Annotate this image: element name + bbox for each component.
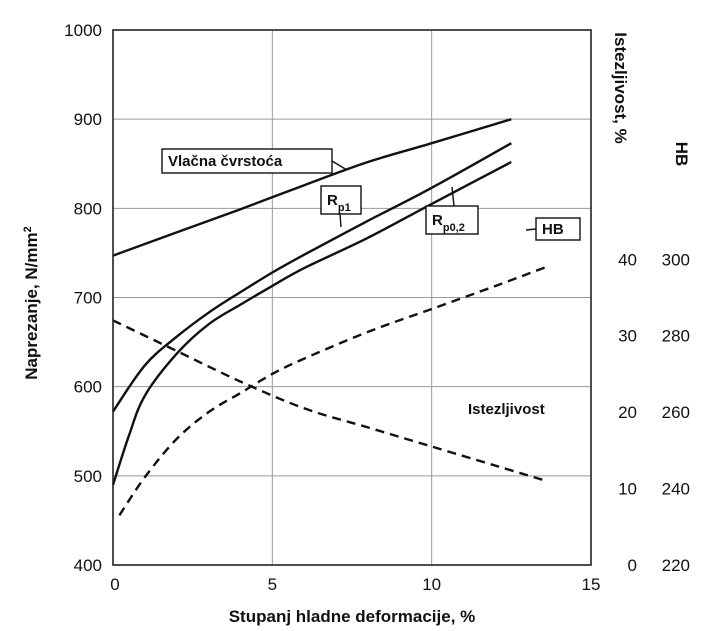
- y-tick-label: 700: [74, 289, 102, 308]
- label-sub: p1: [338, 202, 351, 214]
- label-box: [320, 185, 362, 215]
- y2-tick-label: 40: [618, 250, 637, 269]
- label-main: R: [432, 212, 443, 229]
- rp1-label: Rp1: [320, 185, 362, 228]
- y3-tick-label: 240: [662, 480, 690, 499]
- tensile-strength-label: Vlačna čvrstoća: [161, 148, 348, 174]
- x-tick-label: 0: [110, 575, 119, 594]
- grid: [112, 29, 592, 566]
- label-leader: [331, 160, 348, 171]
- rp02-label: Rp0,2: [425, 186, 479, 235]
- label-leader: [339, 213, 342, 228]
- x-tick-label: 10: [422, 575, 441, 594]
- y-axis-title-sup: 2: [22, 226, 34, 232]
- label-main: R: [327, 192, 338, 209]
- label-sub: p0,2: [443, 222, 465, 234]
- label-box: [425, 205, 479, 235]
- y2-tick-label: 20: [618, 403, 637, 422]
- tick-labels: 0 5 10 15 400 500 600 700 800 900 1000 0 10 20 30 40 220…: [64, 21, 690, 594]
- hb-line: [118, 265, 547, 516]
- y3-tick-label: 260: [662, 403, 690, 422]
- y-tick-label: 800: [74, 199, 102, 218]
- label-text: Rp0,2: [432, 212, 465, 234]
- y-tick-label: 400: [74, 556, 102, 575]
- y2-tick-label: 0: [628, 556, 637, 575]
- elongation-line: [112, 319, 547, 483]
- label-box: [161, 148, 333, 174]
- label-text: HB: [542, 221, 564, 238]
- y2-axis-title: Istezljivost, %: [611, 32, 630, 143]
- rp02-line: [111, 160, 512, 486]
- elongation-label: Istezljivost: [468, 401, 545, 418]
- label-text: Vlačna čvrstoća: [168, 153, 283, 170]
- label-leader: [451, 186, 455, 207]
- y3-axis-title: HB: [672, 142, 691, 167]
- y2-tick-label: 10: [618, 480, 637, 499]
- plot-frame: [112, 29, 592, 566]
- tensile-strength-line: [112, 118, 512, 257]
- y-tick-label: 1000: [64, 21, 102, 40]
- y3-tick-label: 220: [662, 556, 690, 575]
- series-layer: [111, 118, 547, 516]
- x-tick-label: 15: [582, 575, 601, 594]
- label-text: Rp1: [327, 192, 351, 214]
- y3-tick-label: 300: [662, 250, 690, 269]
- y3-tick-label: 280: [662, 327, 690, 346]
- y-axis-title-text: Naprezanje, N/mm: [22, 232, 41, 379]
- x-tick-label: 5: [268, 575, 277, 594]
- y-tick-label: 900: [74, 110, 102, 129]
- y-axis-title: Naprezanje, N/mm2: [22, 226, 41, 380]
- y2-tick-label: 30: [618, 327, 637, 346]
- rp1-line: [112, 142, 512, 413]
- y-tick-label: 500: [74, 467, 102, 486]
- y-tick-label: 600: [74, 378, 102, 397]
- hb-label: HB: [525, 217, 581, 241]
- label-box: [535, 217, 581, 241]
- x-axis-title: Stupanj hladne deformacije, %: [229, 607, 476, 626]
- label-leader: [525, 228, 537, 231]
